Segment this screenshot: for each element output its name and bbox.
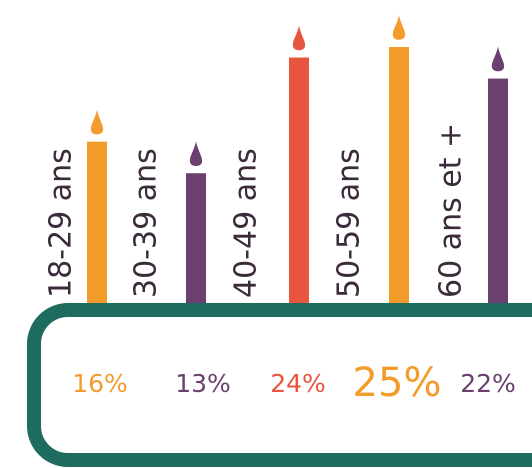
candle (186, 173, 206, 310)
category-label: 50-59 ans (332, 148, 367, 298)
category-label: 60 ans et + (434, 123, 469, 298)
flame (393, 15, 405, 40)
value-label: 16% (72, 369, 128, 398)
category-label: 30-39 ans (129, 148, 164, 298)
flame (91, 110, 103, 135)
flame (492, 47, 504, 72)
candle (389, 47, 409, 310)
value-label: 13% (175, 369, 231, 398)
value-label: 22% (460, 369, 516, 398)
bars: 18-29 ans 30-39 ans 40-49 ans 50-59 ans 60 a… (44, 15, 509, 310)
chart: 18-29 ans 30-39 ans 40-49 ans 50-59 ans 60 a… (0, 0, 532, 468)
candle (87, 142, 107, 310)
category-label: 18-29 ans (44, 148, 79, 298)
flame (190, 141, 202, 166)
value-label: 25% (353, 360, 442, 406)
candle (488, 79, 508, 310)
value-label: 24% (270, 369, 326, 398)
candle (289, 58, 309, 310)
category-label: 40-49 ans (229, 148, 264, 298)
flame (293, 26, 305, 51)
